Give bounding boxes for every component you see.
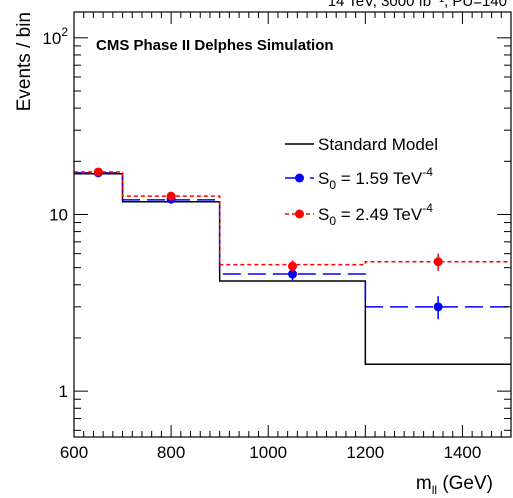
legend-label-1: S0 = 1.59 TeV-4 [318, 165, 433, 192]
series-1 [74, 168, 511, 320]
legend-label-0: Standard Model [318, 135, 438, 154]
legend-superscript: -4 [422, 165, 433, 179]
legend-subscript: 0 [329, 214, 336, 228]
y-tick-label: 10 [49, 205, 68, 224]
plot-frame [73, 11, 512, 438]
legend-superscript: -4 [422, 201, 433, 215]
plot-area [74, 167, 511, 365]
data-point-2-0 [93, 167, 103, 177]
x-tick-label: 1000 [249, 443, 287, 462]
legend-marker-1 [295, 173, 304, 183]
legend-entry-0: Standard Model [285, 135, 438, 154]
x-tick-label: 600 [60, 443, 88, 462]
x-axis-title-subscript: ll [432, 483, 437, 497]
header-text: 14 TeV, 3000 fb⁻¹, PU=140 [328, 0, 507, 10]
legend-mid: = 1.59 TeV [336, 169, 423, 188]
y-tick-exponent: 2 [61, 25, 68, 39]
legend-subscript: 0 [329, 178, 336, 192]
x-tick-label: 1200 [346, 443, 384, 462]
series-line-1 [74, 172, 511, 308]
legend-marker-2 [295, 209, 304, 219]
series-2 [74, 167, 511, 273]
data-point-1-3 [433, 302, 443, 312]
data-point-2-3 [433, 257, 443, 267]
legend-entry-1: S0 = 1.59 TeV-4 [285, 165, 433, 192]
data-point-2-1 [166, 191, 176, 201]
legend: Standard Model S0 = 1.59 TeV-4 S0 = 2.49 T… [285, 135, 438, 228]
legend-mid: = 2.49 TeV [336, 205, 423, 224]
cms-annotation: CMS Phase II Delphes Simulation [96, 37, 334, 54]
legend-label-2: S0 = 2.49 TeV-4 [318, 201, 433, 228]
x-tick-label: 800 [157, 443, 185, 462]
x-tick-label: 1400 [444, 443, 482, 462]
series-line-2 [74, 171, 511, 266]
y-tick-label: 102 [42, 25, 68, 48]
x-axis-title: mll (GeV) [416, 473, 493, 497]
axes: 600 800 1000 1200 1400 1 10 102 mll (GeV) Events … [14, 11, 512, 497]
x-axis-title-unit: (GeV) [437, 473, 493, 494]
y-tick-label: 1 [59, 382, 68, 401]
data-point-2-2 [288, 261, 297, 271]
y-axis-title: Events / bin [14, 12, 35, 111]
data-point-1-2 [288, 269, 297, 279]
legend-entry-2: S0 = 2.49 TeV-4 [285, 201, 433, 228]
